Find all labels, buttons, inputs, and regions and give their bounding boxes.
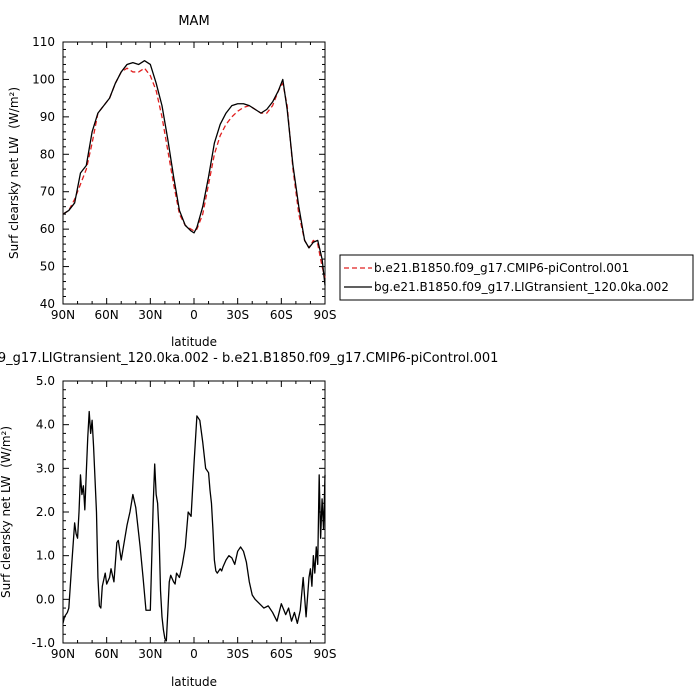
bottom-y-tick-label: 4.0	[36, 418, 55, 432]
bottom-y-tick-label: 3.0	[36, 461, 55, 475]
top-x-tick-label: 30N	[138, 308, 162, 322]
legend-label-series-1: b.e21.B1850.f09_g17.CMIP6-piControl.001	[374, 261, 629, 275]
top-chart-x-axis-label: latitude	[171, 335, 217, 349]
bottom-chart-y-axis-unit: (W/m²)	[0, 426, 13, 468]
bottom-y-tick-label: 1.0	[36, 549, 55, 563]
top-chart-panel: MAM 90N 60N 30N 0 30S 60S 90S 40 50 60 70 80 90 100 11…	[7, 14, 694, 349]
top-y-tick-label: 100	[32, 72, 55, 86]
bottom-x-tick-label: 30S	[226, 647, 249, 661]
bottom-x-tick-label: 90N	[51, 647, 75, 661]
top-x-tick-label: 60N	[95, 308, 119, 322]
bottom-chart-y-axis-label: Surf clearsky net LW (W/m²)	[0, 426, 13, 598]
top-x-tick-label: 60S	[270, 308, 293, 322]
top-y-tick-label: 60	[40, 222, 55, 236]
bottom-y-tick-label: -1.0	[32, 636, 55, 650]
top-chart-y-axis-unit: (W/m²)	[7, 87, 21, 129]
top-x-tick-label: 90N	[51, 308, 75, 322]
top-y-tick-label: 70	[40, 185, 55, 199]
legend-box	[339, 254, 694, 301]
bottom-x-tick-label: 60S	[270, 647, 293, 661]
top-y-tick-label: 80	[40, 147, 55, 161]
top-x-tick-label: 30S	[226, 308, 249, 322]
bottom-y-tick-label: 5.0	[36, 374, 55, 388]
bottom-chart-series-line-1	[62, 410, 326, 642]
bottom-x-tick-label: 60N	[95, 647, 119, 661]
bottom-chart-y-axis-label-text: Surf clearsky net LW	[0, 475, 13, 598]
top-y-tick-label: 90	[40, 110, 55, 124]
top-y-tick-label: 110	[32, 35, 55, 49]
bottom-chart-plot-frame	[62, 380, 326, 644]
top-x-tick-label: 0	[190, 308, 198, 322]
bottom-chart-panel: bg.e21.B1850.f09_g17.LIGtransient_120.0k…	[0, 351, 498, 689]
top-chart-y-axis-label: Surf clearsky net LW (W/m²)	[7, 87, 21, 259]
top-chart-plot-frame	[62, 41, 326, 305]
legend-label-series-2: bg.e21.B1850.f09_g17.LIGtransient_120.0k…	[374, 280, 669, 294]
top-chart-series-line-2	[62, 60, 326, 286]
top-chart-ticks: 90N 60N 30N 0 30S 60S 90S 40 50 60 70 80 90 100 110	[32, 35, 336, 322]
bottom-chart-x-axis-label: latitude	[171, 675, 217, 689]
bottom-x-tick-label: 0	[190, 647, 198, 661]
top-chart-y-axis-label-text: Surf clearsky net LW	[7, 136, 21, 259]
top-chart-title: MAM	[178, 14, 209, 29]
bottom-x-tick-label: 90S	[314, 647, 337, 661]
bottom-chart-series-group	[62, 410, 326, 642]
top-chart-series-group	[62, 60, 326, 286]
bottom-y-tick-label: 0.0	[36, 592, 55, 606]
bottom-y-tick-label: 2.0	[36, 505, 55, 519]
top-chart-legend: b.e21.B1850.f09_g17.CMIP6-piControl.001 …	[339, 254, 694, 301]
top-y-tick-label: 50	[40, 260, 55, 274]
top-y-tick-label: 40	[40, 297, 55, 311]
bottom-x-tick-label: 30N	[138, 647, 162, 661]
top-x-tick-label: 90S	[314, 308, 337, 322]
bottom-chart-title: bg.e21.B1850.f09_g17.LIGtransient_120.0k…	[0, 351, 498, 366]
bottom-chart-ticks: 90N 60N 30N 0 30S 60S 90S -1.0 0.0 1.0 2.0 3.0 4.0 5.…	[32, 374, 337, 661]
